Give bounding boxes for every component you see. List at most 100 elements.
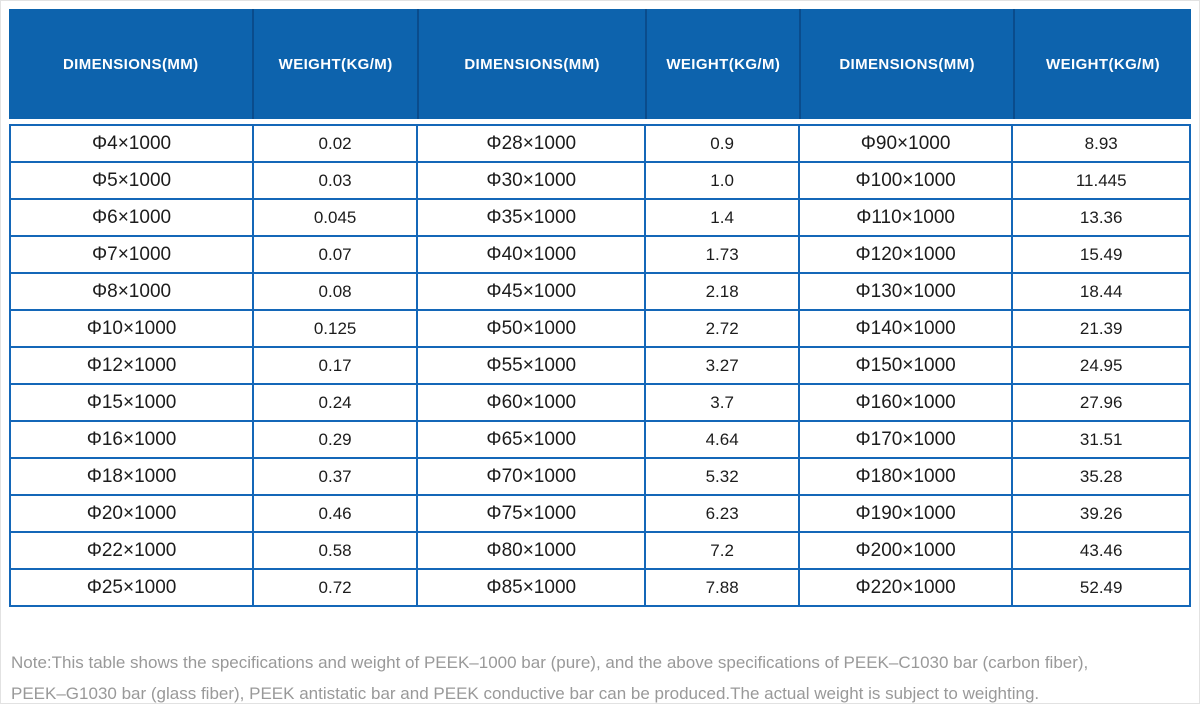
dimension-cell: Φ4×1000 [8, 124, 255, 163]
header-weight-2: WEIGHT(KG/M) [645, 9, 799, 119]
spec-table: DIMENSIONS(MM) WEIGHT(KG/M) DIMENSIONS(M… [8, 9, 1191, 607]
footnote: Note:This table shows the specifications… [11, 647, 1193, 709]
footnote-line-1: Note:This table shows the specifications… [11, 653, 1089, 672]
weight-cell: 0.045 [252, 198, 419, 237]
dimension-cell: Φ170×1000 [797, 420, 1014, 459]
weight-cell: 3.7 [644, 383, 800, 422]
dimension-cell: Φ75×1000 [416, 494, 647, 533]
table-row: Φ7×1000 0.07 Φ40×1000 1.73 Φ120×1000 15.49 [8, 235, 1191, 274]
weight-cell: 0.24 [252, 383, 419, 422]
table-header-row: DIMENSIONS(MM) WEIGHT(KG/M) DIMENSIONS(M… [9, 9, 1191, 119]
table-row: Φ20×1000 0.46 Φ75×1000 6.23 Φ190×1000 39.26 [8, 494, 1191, 533]
weight-cell: 52.49 [1011, 568, 1191, 607]
weight-cell: 35.28 [1011, 457, 1191, 496]
weight-cell: 0.9 [644, 124, 800, 163]
weight-cell: 43.46 [1011, 531, 1191, 570]
dimension-cell: Φ110×1000 [797, 198, 1014, 237]
header-weight-3: WEIGHT(KG/M) [1013, 9, 1191, 119]
header-dimensions-3: DIMENSIONS(MM) [799, 9, 1013, 119]
table-row: Φ4×1000 0.02 Φ28×1000 0.9 Φ90×1000 8.93 [8, 124, 1191, 163]
dimension-cell: Φ45×1000 [416, 272, 647, 311]
weight-cell: 0.72 [252, 568, 419, 607]
table-row: Φ16×1000 0.29 Φ65×1000 4.64 Φ170×1000 31.51 [8, 420, 1191, 459]
dimension-cell: Φ200×1000 [797, 531, 1014, 570]
table-row: Φ10×1000 0.125 Φ50×1000 2.72 Φ140×1000 21.39 [8, 309, 1191, 348]
header-dimensions-1: DIMENSIONS(MM) [62, 55, 199, 73]
header-dimensions-2: DIMENSIONS(MM) [416, 9, 646, 119]
weight-cell: 3.27 [644, 346, 800, 385]
weight-cell: 39.26 [1011, 494, 1191, 533]
dimension-cell: Φ120×1000 [797, 235, 1014, 274]
table-row: Φ6×1000 0.045 Φ35×1000 1.4 Φ110×1000 13.36 [8, 198, 1191, 237]
dimension-cell: Φ8×1000 [8, 272, 255, 311]
dimension-cell: Φ35×1000 [416, 198, 647, 237]
footnote-line-2: PEEK–G1030 bar (glass fiber), PEEK antis… [11, 684, 1040, 703]
weight-cell: 21.39 [1011, 309, 1191, 348]
weight-cell: 15.49 [1011, 235, 1191, 274]
dimension-cell: Φ6×1000 [8, 198, 255, 237]
table-row: Φ18×1000 0.37 Φ70×1000 5.32 Φ180×1000 35.28 [8, 457, 1191, 496]
weight-cell: 31.51 [1011, 420, 1191, 459]
weight-cell: 1.4 [644, 198, 800, 237]
table-body: Φ4×1000 0.02 Φ28×1000 0.9 Φ90×1000 8.93 Φ5×100… [8, 124, 1191, 607]
weight-cell: 0.17 [252, 346, 419, 385]
weight-cell: 2.72 [644, 309, 800, 348]
weight-cell: 1.73 [644, 235, 800, 274]
dimension-cell: Φ7×1000 [8, 235, 255, 274]
dimension-cell: Φ5×1000 [8, 161, 255, 200]
dimension-cell: Φ12×1000 [8, 346, 255, 385]
dimension-cell: Φ140×1000 [797, 309, 1014, 348]
dimension-cell: Φ80×1000 [416, 531, 647, 570]
dimension-cell: Φ90×1000 [797, 124, 1014, 163]
dimension-cell: Φ10×1000 [8, 309, 255, 348]
table-row: Φ5×1000 0.03 Φ30×1000 1.0 Φ100×1000 11.445 [8, 161, 1191, 200]
dimension-cell: Φ100×1000 [797, 161, 1014, 200]
dimension-cell: Φ20×1000 [8, 494, 255, 533]
dimension-cell: Φ70×1000 [416, 457, 647, 496]
dimension-cell: Φ22×1000 [8, 531, 255, 570]
dimension-cell: Φ160×1000 [797, 383, 1014, 422]
weight-cell: 1.0 [644, 161, 800, 200]
dimension-cell: Φ15×1000 [8, 383, 255, 422]
weight-cell: 0.37 [252, 457, 419, 496]
weight-cell: 18.44 [1011, 272, 1191, 311]
dimension-cell: Φ50×1000 [416, 309, 647, 348]
weight-cell: 7.2 [644, 531, 800, 570]
weight-cell: 0.07 [252, 235, 419, 274]
table-row: Φ22×1000 0.58 Φ80×1000 7.2 Φ200×1000 43.46 [8, 531, 1191, 570]
weight-cell: 7.88 [644, 568, 800, 607]
weight-cell: 0.02 [252, 124, 419, 163]
weight-cell: 0.03 [252, 161, 419, 200]
weight-cell: 8.93 [1011, 124, 1191, 163]
table-row: Φ15×1000 0.24 Φ60×1000 3.7 Φ160×1000 27.96 [8, 383, 1191, 422]
weight-cell: 0.125 [252, 309, 419, 348]
dimension-cell: Φ150×1000 [797, 346, 1014, 385]
weight-cell: 11.445 [1011, 161, 1191, 200]
weight-cell: 0.29 [252, 420, 419, 459]
weight-cell: 0.46 [252, 494, 419, 533]
dimension-cell: Φ220×1000 [797, 568, 1014, 607]
dimension-cell: Φ16×1000 [8, 420, 255, 459]
table-row: Φ8×1000 0.08 Φ45×1000 2.18 Φ130×1000 18.44 [8, 272, 1191, 311]
dimension-cell: Φ28×1000 [416, 124, 647, 163]
spec-grid: Φ4×1000 0.02 Φ28×1000 0.9 Φ90×1000 8.93 Φ5×100… [8, 124, 1191, 607]
dimension-cell: Φ85×1000 [416, 568, 647, 607]
weight-cell: 13.36 [1011, 198, 1191, 237]
weight-cell: 27.96 [1011, 383, 1191, 422]
weight-cell: 6.23 [644, 494, 800, 533]
dimension-cell: Φ60×1000 [416, 383, 647, 422]
dimension-cell: Φ30×1000 [416, 161, 647, 200]
dimension-cell: Φ55×1000 [416, 346, 647, 385]
dimension-cell: Φ40×1000 [416, 235, 647, 274]
table-row: Φ12×1000 0.17 Φ55×1000 3.27 Φ150×1000 24.95 [8, 346, 1191, 385]
weight-cell: 2.18 [644, 272, 800, 311]
weight-cell: 24.95 [1011, 346, 1191, 385]
dimension-cell: Φ130×1000 [797, 272, 1014, 311]
weight-cell: 5.32 [644, 457, 800, 496]
weight-cell: 0.08 [252, 272, 419, 311]
weight-cell: 0.58 [252, 531, 419, 570]
table-row: Φ25×1000 0.72 Φ85×1000 7.88 Φ220×1000 52.49 [8, 568, 1191, 607]
dimension-cell: Φ190×1000 [797, 494, 1014, 533]
dimension-cell: Φ180×1000 [797, 457, 1014, 496]
